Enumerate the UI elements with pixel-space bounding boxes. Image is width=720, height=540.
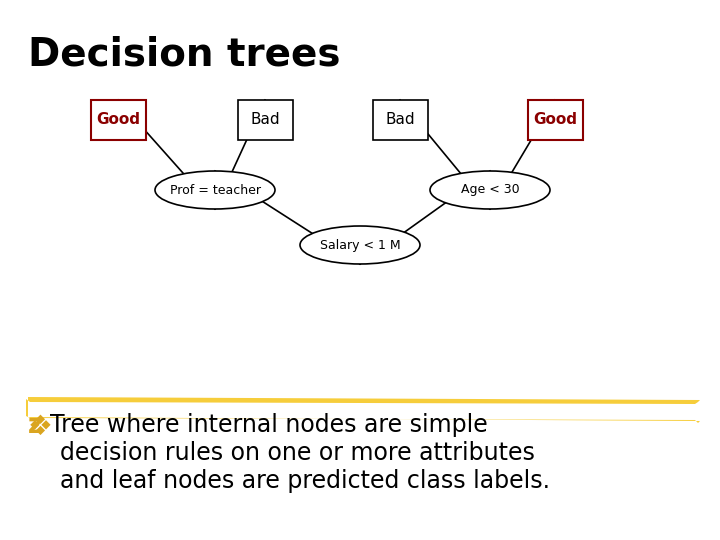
- FancyBboxPatch shape: [91, 100, 145, 140]
- Ellipse shape: [430, 171, 550, 209]
- Text: Decision trees: Decision trees: [28, 35, 341, 73]
- Text: Tree where internal nodes are simple: Tree where internal nodes are simple: [50, 413, 487, 437]
- Text: Age < 30: Age < 30: [461, 184, 519, 197]
- Polygon shape: [26, 397, 700, 423]
- Text: Salary < 1 M: Salary < 1 M: [320, 239, 400, 252]
- Text: z: z: [28, 413, 43, 439]
- Text: Good: Good: [533, 112, 577, 127]
- Ellipse shape: [300, 226, 420, 264]
- FancyBboxPatch shape: [238, 100, 292, 140]
- FancyBboxPatch shape: [372, 100, 428, 140]
- FancyBboxPatch shape: [528, 100, 582, 140]
- Text: Bad: Bad: [250, 112, 280, 127]
- Text: ❖: ❖: [28, 413, 53, 441]
- Text: Bad: Bad: [385, 112, 415, 127]
- Text: and leaf nodes are predicted class labels.: and leaf nodes are predicted class label…: [60, 469, 550, 493]
- Ellipse shape: [155, 171, 275, 209]
- Text: Good: Good: [96, 112, 140, 127]
- Text: Prof = teacher: Prof = teacher: [169, 184, 261, 197]
- Text: decision rules on one or more attributes: decision rules on one or more attributes: [60, 441, 535, 465]
